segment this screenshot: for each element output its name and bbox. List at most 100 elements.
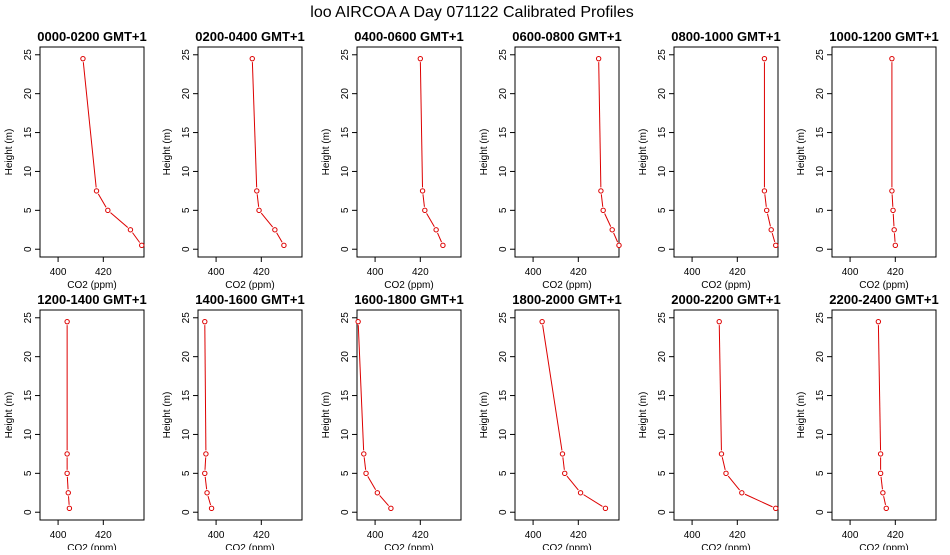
y-tick-label: 10 <box>657 428 668 440</box>
panel-title: 1800-2000 GMT+1 <box>512 292 621 307</box>
x-tick-label: 400 <box>525 530 542 541</box>
profile-line-segment <box>744 493 773 508</box>
x-tick-label: 400 <box>208 267 225 278</box>
data-point <box>600 207 606 214</box>
y-tick-label: 25 <box>181 49 192 61</box>
y-tick-label: 0 <box>815 246 826 252</box>
profile-panel: 0800-1000 GMT+1 0 5 10 15 20 25 400 420 CO2 (ppm)… <box>638 29 781 291</box>
profile-line-segment <box>892 213 895 227</box>
profile-line-segment <box>883 496 887 506</box>
y-tick-label: 5 <box>23 207 34 213</box>
panel-title: 2200-2400 GMT+1 <box>829 292 938 307</box>
x-axis-label: CO2 (ppm) <box>384 280 433 291</box>
profile-line-segment <box>132 232 141 243</box>
panel-title: 1200-1400 GMT+1 <box>37 292 146 307</box>
data-point <box>417 55 424 62</box>
y-tick-label: 0 <box>498 509 509 515</box>
profile-line-segment <box>721 457 726 471</box>
profile-line-segment <box>426 213 435 228</box>
y-tick-label: 15 <box>23 390 34 402</box>
plot-frame <box>831 46 937 258</box>
data-point <box>281 242 287 249</box>
y-tick-label: 15 <box>657 127 668 139</box>
y-tick-label: 25 <box>815 312 826 324</box>
data-point <box>208 505 215 512</box>
data-point <box>422 207 428 214</box>
data-point <box>65 490 71 496</box>
y-tick-label: 20 <box>340 351 351 363</box>
data-point <box>272 227 278 233</box>
y-tick-label: 0 <box>498 246 509 252</box>
y-tick-label: 10 <box>23 165 34 177</box>
x-axis-label: CO2 (ppm) <box>67 280 116 291</box>
data-point <box>562 470 568 477</box>
profile-line-segment <box>877 325 882 451</box>
profile-panel: 1000-1200 GMT+1 0 5 10 15 20 25 400 420 CO2 (ppm)… <box>796 29 939 291</box>
data-point <box>203 451 209 457</box>
data-point <box>768 227 774 233</box>
profile-line-segment <box>367 476 377 491</box>
plot-frame <box>831 309 937 521</box>
data-point <box>577 490 584 496</box>
profile-line-segment <box>727 475 741 491</box>
data-point <box>64 318 70 325</box>
profile-line-segment <box>583 494 603 507</box>
y-tick-label: 5 <box>23 470 34 476</box>
x-tick-label: 400 <box>842 267 859 278</box>
x-tick-label: 400 <box>842 530 859 541</box>
y-tick-label: 15 <box>815 127 826 139</box>
figure-title: loo AIRCOA A Day 071122 Calibrated Profi… <box>310 4 633 21</box>
y-tick-label: 25 <box>181 312 192 324</box>
data-point <box>716 318 722 325</box>
data-point <box>419 188 426 194</box>
plot-frame <box>39 46 145 258</box>
data-point <box>598 188 604 194</box>
panel-title: 0800-1000 GMT+1 <box>671 29 780 44</box>
y-tick-label: 20 <box>23 88 34 100</box>
panel-title: 1400-1600 GMT+1 <box>195 292 304 307</box>
y-tick-label: 10 <box>181 428 192 440</box>
profile-line-segment <box>251 62 258 188</box>
x-tick-label: 420 <box>253 530 270 541</box>
profile-panel: 0400-0600 GMT+1 0 5 10 15 20 25 400 420 CO2 (ppm)… <box>321 29 464 291</box>
y-tick-label: 25 <box>498 49 509 61</box>
data-point <box>355 318 361 325</box>
y-axis-label: Height (m) <box>479 392 490 439</box>
profile-panel: 0200-0400 GMT+1 0 5 10 15 20 25 400 420 CO2 (ppm)… <box>162 29 305 291</box>
profile-panel: 0000-0200 GMT+1 0 5 10 15 20 25 400 420 CO2 (ppm)… <box>4 29 147 291</box>
y-tick-label: 5 <box>181 207 192 213</box>
data-point <box>64 451 70 457</box>
profile-line-segment <box>613 232 619 243</box>
profile-line-segment <box>598 62 602 188</box>
plot-frame <box>514 46 620 258</box>
profile-line-segment <box>764 194 767 207</box>
x-tick-label: 400 <box>50 267 67 278</box>
data-point <box>204 490 210 496</box>
profile-line-segment <box>97 193 107 208</box>
data-point <box>66 505 73 512</box>
y-axis-label: Height (m) <box>638 129 649 176</box>
y-tick-label: 0 <box>181 509 192 515</box>
profile-panel: 1200-1400 GMT+1 0 5 10 15 20 25 400 420 CO2 (ppm)… <box>4 292 147 554</box>
panel-title: 0600-0800 GMT+1 <box>512 29 621 44</box>
y-tick-label: 15 <box>340 390 351 402</box>
plot-frame <box>673 46 779 258</box>
y-tick-label: 5 <box>657 207 668 213</box>
y-axis-label: Height (m) <box>4 129 15 176</box>
data-point <box>761 55 768 62</box>
data-point <box>602 505 609 512</box>
profile-line-segment <box>256 194 260 207</box>
x-axis-label: CO2 (ppm) <box>542 280 591 291</box>
y-tick-label: 0 <box>815 509 826 515</box>
profile-line-segment <box>542 325 563 451</box>
y-tick-label: 25 <box>340 49 351 61</box>
x-tick-label: 420 <box>570 530 587 541</box>
x-tick-label: 400 <box>208 530 225 541</box>
plot-frame <box>39 309 145 521</box>
x-axis-label: CO2 (ppm) <box>542 543 591 550</box>
data-point <box>127 227 134 233</box>
y-tick-label: 5 <box>498 470 509 476</box>
y-axis-label: Height (m) <box>796 392 807 439</box>
profile-line-segment <box>437 232 442 243</box>
data-point <box>139 242 145 249</box>
